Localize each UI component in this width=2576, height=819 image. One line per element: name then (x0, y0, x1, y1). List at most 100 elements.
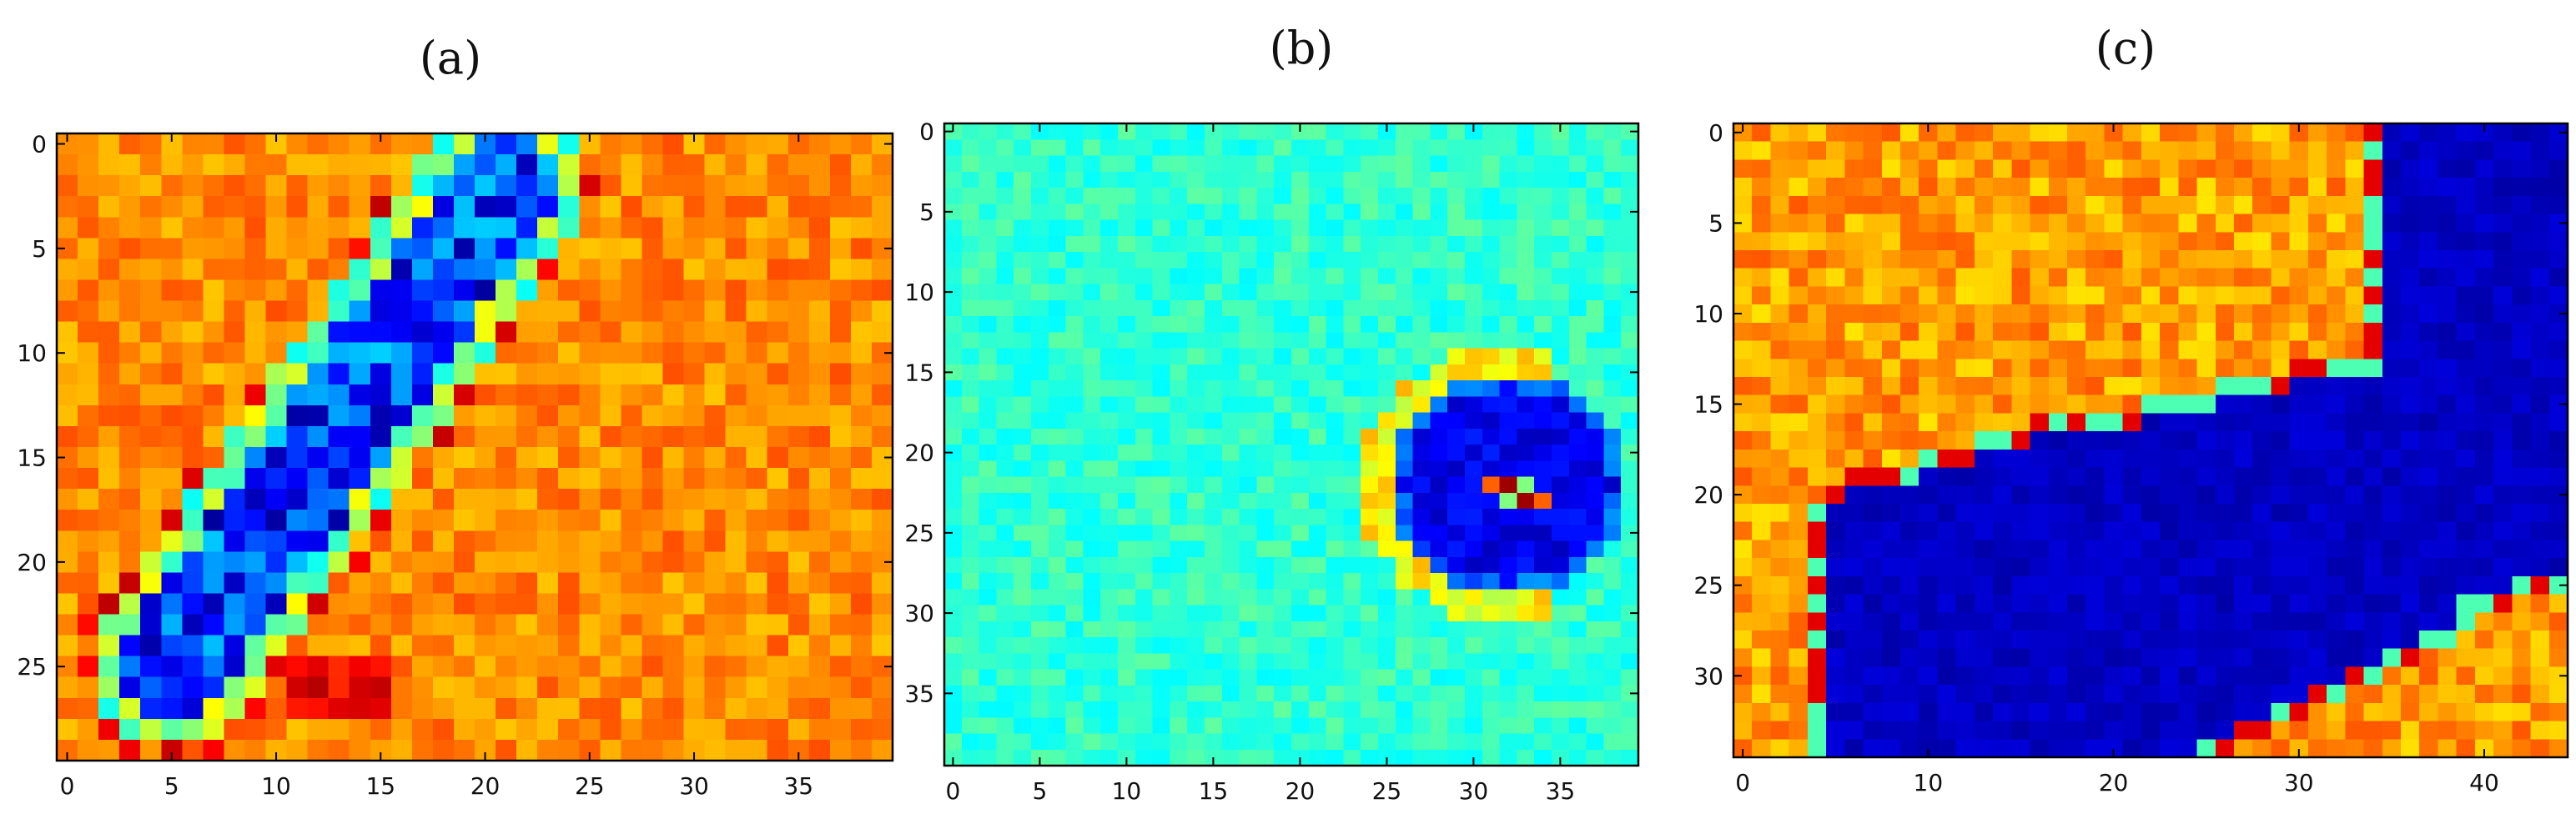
heatmap-cell (57, 154, 78, 176)
heatmap-cell (1239, 203, 1257, 221)
heatmap-cell (78, 697, 99, 720)
heatmap-cell (2178, 449, 2198, 469)
heatmap-cell (2307, 232, 2327, 251)
heatmap-cell (1187, 733, 1205, 751)
heatmap-cell (1517, 428, 1535, 445)
heatmap-cell (1733, 268, 1753, 288)
heatmap-cell (328, 593, 350, 616)
heatmap-cell (850, 384, 873, 406)
heatmap-cell (1733, 431, 1753, 450)
heatmap-cell (1752, 540, 1772, 559)
heatmap-cell (537, 635, 559, 657)
heatmap-cell (641, 718, 664, 741)
heatmap-cell (1430, 733, 1448, 751)
heatmap-cell (1568, 219, 1587, 237)
heatmap-cell (2419, 340, 2439, 359)
heatmap-cell (496, 676, 517, 699)
heatmap-cell (1603, 316, 1622, 333)
heatmap-cell (1239, 171, 1257, 188)
heatmap-cell (2234, 394, 2253, 415)
heatmap-cell (1919, 467, 1939, 486)
heatmap-cell (537, 697, 559, 720)
heatmap-cell (265, 425, 288, 448)
heatmap-cell (1326, 316, 1344, 333)
heatmap-cell (1447, 139, 1466, 157)
heatmap-cell (453, 614, 475, 636)
heatmap-cell (579, 425, 601, 448)
heatmap-cell (2419, 304, 2439, 324)
heatmap-cell (370, 614, 392, 636)
heatmap-cell (1256, 380, 1275, 397)
heatmap-cell (2178, 377, 2198, 396)
heatmap-cell (1239, 412, 1257, 430)
heatmap-cell (307, 384, 330, 406)
heatmap-cell (2011, 685, 2031, 704)
heatmap-cell (1844, 413, 1864, 432)
heatmap-cell (2382, 322, 2402, 342)
heatmap-cell (1974, 594, 1994, 613)
heatmap-cell (2474, 540, 2494, 559)
heatmap-cell (944, 476, 963, 494)
heatmap-cell (2401, 159, 2420, 178)
heatmap-cell (2307, 521, 2327, 541)
heatmap-cell (979, 268, 997, 285)
heatmap-cell (411, 259, 434, 281)
heatmap-cell (2067, 594, 2086, 613)
heatmap-cell (1308, 348, 1327, 365)
heatmap-cell (1534, 380, 1552, 397)
heatmap-cell (1499, 316, 1517, 333)
heatmap-cell (119, 321, 141, 344)
heatmap-cell (2160, 431, 2179, 450)
heatmap-cell (2307, 485, 2327, 505)
heatmap-cell (2493, 141, 2513, 161)
heatmap-cell (1807, 702, 1827, 722)
heatmap-cell (1621, 733, 1639, 751)
heatmap-cell (2382, 612, 2402, 631)
heatmap-cell (2307, 631, 2327, 650)
heatmap-cell (1205, 219, 1223, 237)
heatmap-cell (1900, 449, 1919, 469)
heatmap-cell (641, 133, 664, 155)
heatmap-cell (1465, 509, 1483, 525)
heatmap-cell (119, 279, 141, 302)
heatmap-cell (1993, 250, 2012, 269)
heatmap-cell (1205, 492, 1223, 510)
heatmap-cell (2160, 394, 2179, 415)
heatmap-cell (1499, 733, 1517, 751)
heatmap-cell (2048, 322, 2068, 342)
heatmap-cell (1135, 155, 1154, 173)
heatmap-cell (537, 614, 559, 636)
heatmap-cell (767, 739, 789, 761)
heatmap-cell (2474, 431, 2494, 450)
heatmap-cell (2493, 377, 2513, 396)
heatmap-cell (1447, 476, 1466, 494)
heatmap-cell (1135, 299, 1154, 317)
heatmap-cell (1014, 653, 1032, 671)
heatmap-cell (1844, 123, 1864, 143)
heatmap-cell (1900, 304, 1919, 324)
heatmap-cell (182, 614, 204, 636)
heatmap-cell (307, 259, 330, 281)
heatmap-cell (1308, 364, 1327, 381)
heatmap-cell (1863, 214, 1883, 233)
heatmap-cell (621, 175, 642, 197)
heatmap-cell (662, 718, 685, 741)
heatmap-cell (1974, 232, 1994, 251)
heatmap-cell (140, 259, 162, 281)
heatmap-cell (2382, 195, 2402, 215)
heatmap-cell (244, 175, 267, 197)
heatmap-cell (1378, 332, 1396, 349)
heatmap-cell (683, 656, 706, 678)
heatmap-cell (496, 718, 517, 741)
heatmap-cell (2141, 685, 2161, 704)
heatmap-cell (1937, 286, 1957, 305)
heatmap-cell (78, 489, 99, 510)
heatmap-cell (475, 530, 496, 552)
heatmap-cell (2307, 304, 2327, 324)
heatmap-cell (979, 653, 997, 671)
heatmap-cell (746, 154, 768, 176)
panel-title: (b) (1270, 22, 1334, 74)
heatmap-cell (119, 300, 141, 323)
heatmap-cell (1534, 332, 1552, 349)
heatmap-cell (944, 155, 963, 173)
